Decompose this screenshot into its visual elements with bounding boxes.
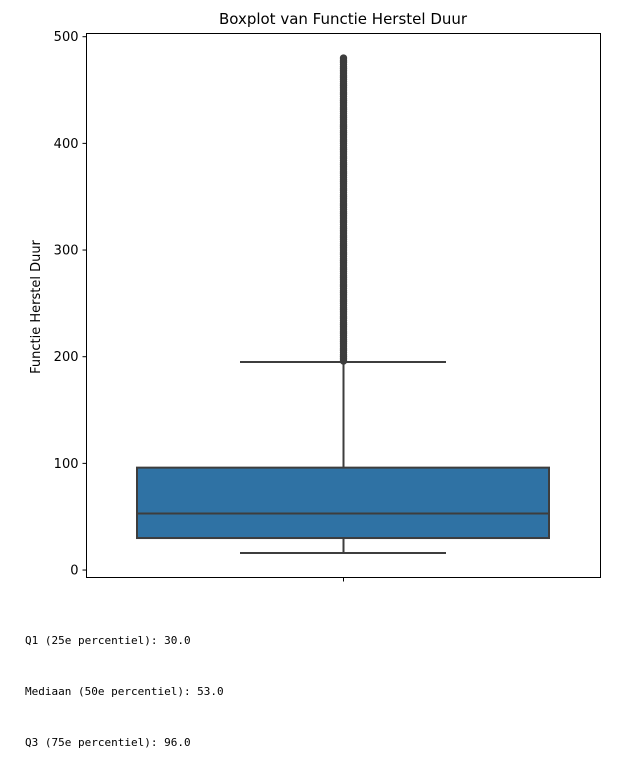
q1-text: Q1 (25e percentiel): 30.0 — [25, 634, 191, 647]
median-text: Mediaan (50e percentiel): 53.0 — [25, 685, 224, 698]
q3-text: Q3 (75e percentiel): 96.0 — [25, 736, 191, 749]
quartile-summary: Q1 (25e percentiel): 30.0 Mediaan (50e p… — [25, 598, 224, 768]
y-axis-label: Functie Herstel Duur — [29, 239, 44, 373]
y-tick-label-300: 300 — [54, 244, 79, 259]
y-tick-label-200: 200 — [54, 350, 79, 365]
outlier-point — [339, 54, 348, 62]
y-tick-label-100: 100 — [54, 457, 79, 472]
plot-frame — [86, 33, 601, 578]
y-tick-label-400: 400 — [54, 137, 79, 152]
iqr-box — [136, 466, 550, 540]
y-axis-ticks: 0 100 200 300 400 500 — [54, 30, 344, 582]
outliers — [339, 54, 348, 365]
plot-area — [136, 54, 550, 554]
boxplot-chart: Boxplot van Functie Herstel Duur Functie… — [29, 10, 601, 582]
y-tick-label-0: 0 — [70, 564, 78, 579]
chart-title: Boxplot van Functie Herstel Duur — [219, 10, 468, 28]
y-tick-label-500: 500 — [54, 30, 79, 45]
